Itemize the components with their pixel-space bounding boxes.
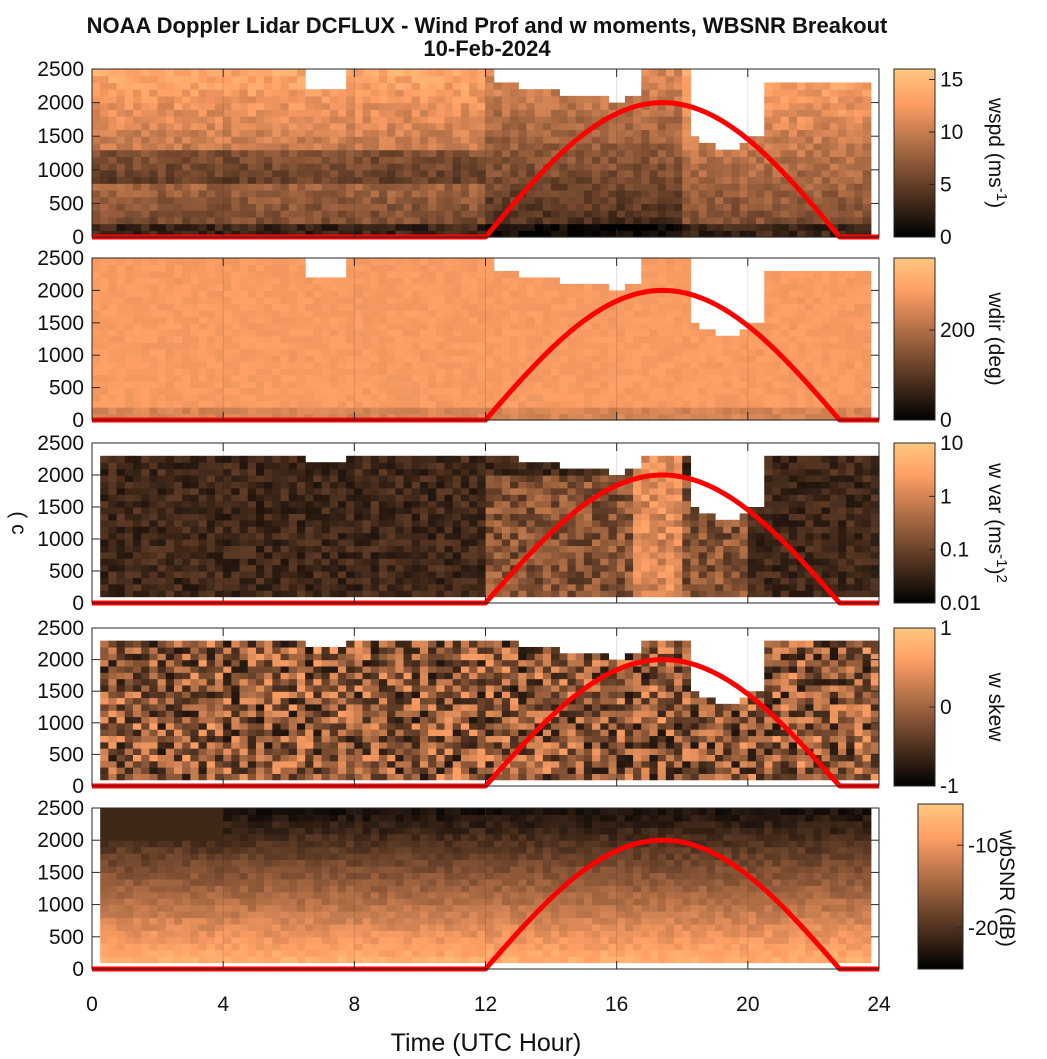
colorbar-label: wdir (deg) [984,291,1007,385]
y-tick-label: 500 [49,377,84,400]
y-tick-label: 2500 [37,247,84,270]
y-tick-label: 500 [49,926,84,949]
colorbar-tick-label: -10 [968,834,998,857]
y-tick-label: 1000 [37,528,84,551]
colorbar-tick-label: 10 [940,121,963,144]
y-tick-label: 0 [72,409,84,432]
heatmap-cells [100,455,880,598]
y-tick-label: 2000 [37,279,84,302]
heatmap-cells [92,258,872,421]
colorbar [893,627,936,787]
colorbar [893,257,936,421]
colorbar [917,803,964,970]
x-tick-label: 20 [736,993,759,1016]
colorbar-tick-label: 0 [940,409,952,432]
heatmap-cells [92,69,872,238]
y-tick-label: 2000 [37,464,84,487]
colorbar-label: w var (ms-1)2 [984,462,1011,583]
colorbar-tick-label: 5 [940,174,952,197]
colorbar-tick-label: 0 [940,226,952,249]
y-tick-label: 1500 [37,861,84,884]
y-tick-label: 0 [72,775,84,798]
y-tick-label: 500 [49,192,84,215]
y-tick-label: 1500 [37,496,84,519]
panel-wdir: 0 500 1000 1500 2000 2500 0 200 wdir (deg) [37,247,1007,432]
y-tick-label: 2500 [37,617,84,640]
y-tick-label: 2000 [37,649,84,672]
x-tick-label: 4 [217,993,229,1016]
heatmap-cells [100,640,880,781]
colorbar-tick-label: 10 [940,432,963,455]
colorbar-label: wbSNR (dB) [995,829,1018,947]
y-tick-label: 1500 [37,125,84,148]
clipped-y-label: ( c [7,511,30,534]
y-tick-label: 1500 [37,312,84,335]
y-tick-label: 1000 [37,712,84,735]
colorbar-tick-label: -20 [968,917,998,940]
y-tick-label: 500 [49,560,84,583]
y-tick-label: 0 [72,958,84,981]
figure-title-line2: 10-Feb-2024 [423,36,551,61]
x-axis-label: Time (UTC Hour) [391,1029,582,1057]
y-tick-label: 1000 [37,344,84,367]
x-tick-label: 12 [474,993,497,1016]
y-tick-label: 1000 [37,159,84,182]
colorbar-tick-label: 1 [940,485,952,508]
x-tick-label: 8 [348,993,360,1016]
colorbar-tick-label: 0 [940,696,952,719]
colorbar-tick-label: 0.01 [940,592,981,615]
x-tick-label: 0 [86,993,98,1016]
y-tick-label: 1500 [37,680,84,703]
y-tick-label: 1000 [37,894,84,917]
y-tick-label: 2500 [37,432,84,455]
y-tick-label: 0 [72,226,84,249]
y-tick-label: 0 [72,592,84,615]
y-tick-label: 2500 [37,58,84,81]
colorbar-tick-label: 1 [940,617,952,640]
y-tick-label: 2500 [37,797,84,820]
y-tick-label: 2000 [37,829,84,852]
colorbar [893,442,936,604]
y-tick-label: 2000 [37,92,84,115]
colorbar-tick-label: -1 [940,775,959,798]
colorbar-tick-label: 0.1 [940,539,969,562]
figure-title-line1: NOAA Doppler Lidar DCFLUX - Wind Prof an… [87,13,888,38]
x-tick-label: 24 [867,993,891,1016]
colorbar-tick-label: 15 [940,69,963,92]
x-tick-label: 16 [605,993,628,1016]
colorbar-tick-label: 200 [940,319,975,342]
panel-wspd: 0 500 1000 1500 2000 2500 0 5 10 15 wspd (ms-1) [37,58,1010,249]
panel-w-var: 0 500 1000 1500 2000 2500 ( c 0.01 0.1 1 10 w var (… [7,432,1011,615]
y-tick-label: 500 [49,743,84,766]
colorbar [893,68,936,238]
panel-wbSNR: 0 500 1000 1500 2000 2500 0 4 8 12 16 20 24 -20 -10wbS… [37,797,1018,1016]
panel-w-skew: 0 500 1000 1500 2000 2500 -1 0 1 w skew [37,617,1007,798]
colorbar-label: wspd (ms-1) [984,97,1011,208]
colorbar-label: w skew [984,672,1007,743]
